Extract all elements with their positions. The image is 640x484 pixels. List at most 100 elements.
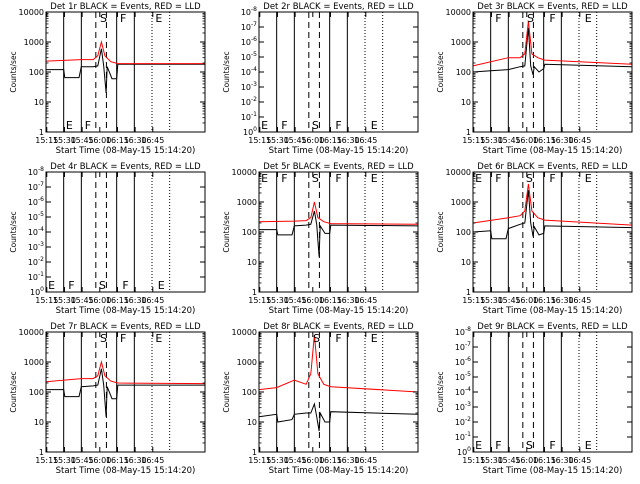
y-tick-label: 10-7 bbox=[241, 21, 257, 32]
plot-frame bbox=[258, 331, 419, 453]
y-tick-label: 1 bbox=[39, 448, 44, 457]
series-line-events bbox=[259, 210, 419, 257]
y-tick-label: 10-7 bbox=[28, 181, 44, 192]
x-tick-label: 16:00 bbox=[88, 136, 111, 145]
plot-frame bbox=[45, 11, 206, 133]
panel-title: Det 4r BLACK = Events, RED = LLD bbox=[50, 162, 201, 172]
x-tick-label: 16:45 bbox=[141, 296, 164, 305]
y-tick-label: 10-1 bbox=[241, 111, 257, 122]
panel-title: Det 6r BLACK = Events, RED = LLD bbox=[477, 162, 628, 172]
x-tick-label: 16:15 bbox=[319, 296, 342, 305]
x-tick-label: 16:00 bbox=[301, 296, 324, 305]
y-tick-label: 1000 bbox=[24, 38, 44, 47]
region-label: F bbox=[495, 439, 501, 452]
y-tick-label: 100 bbox=[456, 228, 471, 237]
region-label: F bbox=[549, 172, 555, 185]
region-label: E bbox=[475, 439, 482, 452]
x-tick-label: 15:45 bbox=[71, 456, 94, 465]
y-tick-label: 10000 bbox=[446, 8, 471, 17]
x-tick-label: 15:45 bbox=[284, 296, 307, 305]
region-label: F bbox=[120, 12, 126, 25]
y-tick-label: 10-2 bbox=[455, 416, 471, 427]
panel-title: Det 7r BLACK = Events, RED = LLD bbox=[50, 322, 201, 332]
x-tick-label: 15:30 bbox=[480, 296, 503, 305]
x-tick-label: 16:00 bbox=[515, 136, 538, 145]
y-tick-label: 10-2 bbox=[28, 256, 44, 267]
y-tick-label: 1 bbox=[252, 288, 257, 297]
y-tick-label: 10-6 bbox=[455, 356, 471, 367]
x-tick-label: 16:30 bbox=[337, 296, 360, 305]
y-tick-label: 1000 bbox=[24, 358, 44, 367]
x-tick-label: 15:30 bbox=[480, 456, 503, 465]
x-axis-label: Start Time (08-May-15 15:14:20) bbox=[483, 466, 623, 476]
y-tick-label: 10-4 bbox=[28, 226, 44, 237]
panel-det-2: Det 2r BLACK = Events, RED = LLD 100 10-1 1… bbox=[222, 2, 419, 156]
x-tick-label: 15:45 bbox=[284, 456, 307, 465]
region-label: S bbox=[526, 439, 533, 452]
x-tick-label: 16:15 bbox=[106, 456, 129, 465]
region-label: S bbox=[527, 12, 534, 25]
series-line-lld bbox=[45, 360, 206, 385]
series-line-events bbox=[46, 368, 205, 417]
region-label: S bbox=[313, 332, 320, 345]
x-tick-label: 15:15 bbox=[248, 456, 271, 465]
x-tick-label: 15:30 bbox=[480, 136, 503, 145]
x-axis-label: Start Time (08-May-15 15:14:20) bbox=[483, 306, 623, 316]
x-tick-label: 16:45 bbox=[141, 136, 164, 145]
panel-det-4: Det 4r BLACK = Events, RED = LLD 100 10-1 1… bbox=[9, 162, 206, 316]
x-tick-label: 16:15 bbox=[319, 136, 342, 145]
y-tick-label: 1 bbox=[252, 448, 257, 457]
x-tick-label: 16:45 bbox=[568, 136, 591, 145]
region-label: E bbox=[585, 439, 592, 452]
plot-frame bbox=[472, 11, 633, 133]
region-label: F bbox=[281, 172, 287, 185]
y-tick-label: 10000 bbox=[232, 328, 257, 337]
y-tick-label: 100 bbox=[457, 446, 471, 457]
x-tick-label: 15:30 bbox=[266, 456, 289, 465]
x-tick-label: 16:00 bbox=[88, 456, 111, 465]
y-tick-label: 1 bbox=[466, 128, 471, 137]
plot-frame bbox=[472, 331, 633, 453]
x-tick-label: 16:00 bbox=[301, 456, 324, 465]
y-axis-label: Counts/sec bbox=[9, 371, 18, 412]
plot-frame bbox=[45, 171, 206, 293]
y-axis-label: Counts/sec bbox=[222, 371, 231, 412]
y-tick-label: 10 bbox=[461, 258, 471, 267]
y-tick-label: 10 bbox=[34, 98, 44, 107]
region-label: E bbox=[585, 12, 592, 25]
y-tick-label: 10-8 bbox=[241, 6, 257, 17]
region-label: E bbox=[66, 119, 73, 132]
x-tick-label: 15:45 bbox=[71, 136, 94, 145]
y-tick-label: 10-6 bbox=[241, 36, 257, 47]
y-tick-label: 10-3 bbox=[241, 81, 257, 92]
panel-det-7: Det 7r BLACK = Events, RED = LLD 1 10 100 10… bbox=[9, 322, 206, 476]
y-tick-label: 1000 bbox=[237, 198, 257, 207]
x-axis-label: Start Time (08-May-15 15:14:20) bbox=[56, 146, 196, 156]
y-tick-label: 10-3 bbox=[28, 241, 44, 252]
x-tick-label: 16:45 bbox=[568, 296, 591, 305]
y-tick-label: 10000 bbox=[232, 168, 257, 177]
x-tick-label: 15:30 bbox=[53, 296, 76, 305]
x-tick-label: 15:15 bbox=[35, 296, 58, 305]
region-label: S bbox=[312, 119, 319, 132]
y-tick-label: 10000 bbox=[19, 328, 44, 337]
panel-det-1: Det 1r BLACK = Events, RED = LLD 1 10 100 10… bbox=[9, 2, 206, 156]
region-label: F bbox=[335, 332, 341, 345]
y-tick-label: 10 bbox=[34, 418, 44, 427]
region-label: E bbox=[371, 172, 378, 185]
x-tick-label: 15:15 bbox=[462, 456, 485, 465]
y-tick-label: 10-6 bbox=[28, 196, 44, 207]
x-tick-label: 16:30 bbox=[124, 136, 147, 145]
series-line-events bbox=[472, 27, 633, 76]
panel-det-3: Det 3r BLACK = Events, RED = LLD 1 10 100 10… bbox=[436, 2, 633, 156]
y-axis-label: Counts/sec bbox=[436, 371, 445, 412]
region-label: F bbox=[549, 439, 555, 452]
x-axis-label: Start Time (08-May-15 15:14:20) bbox=[269, 466, 409, 476]
series-line-lld bbox=[45, 40, 205, 65]
series-line-events bbox=[258, 402, 419, 432]
x-axis-label: Start Time (08-May-15 15:14:20) bbox=[483, 146, 623, 156]
x-tick-label: 15:15 bbox=[248, 296, 271, 305]
x-tick-label: 16:00 bbox=[301, 136, 324, 145]
y-axis-label: Counts/sec bbox=[222, 51, 231, 92]
